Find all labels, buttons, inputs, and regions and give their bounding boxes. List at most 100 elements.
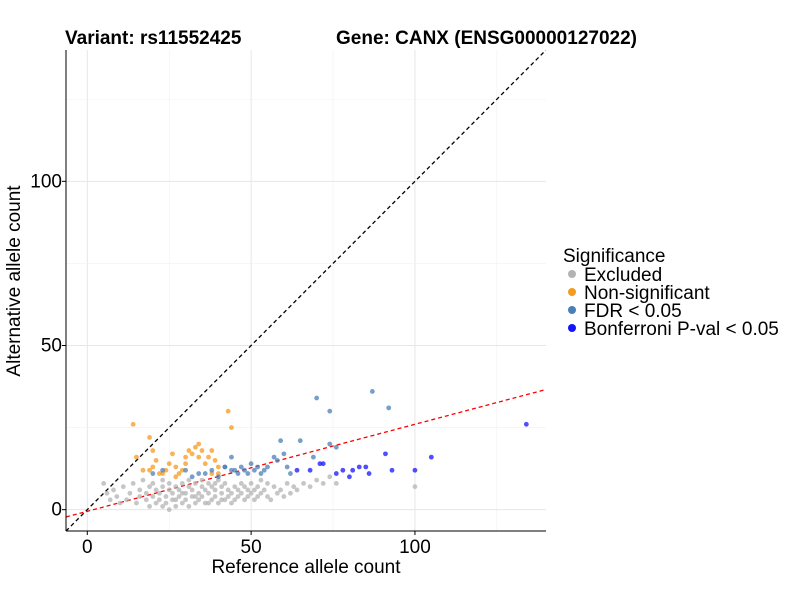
data-point bbox=[170, 451, 175, 457]
data-point bbox=[160, 471, 166, 476]
data-point bbox=[225, 408, 231, 414]
data-point bbox=[137, 494, 143, 499]
data-point bbox=[271, 454, 277, 460]
data-point bbox=[366, 471, 372, 476]
data-point bbox=[281, 494, 287, 499]
data-point bbox=[143, 497, 149, 503]
data-point bbox=[274, 458, 280, 463]
legend-label-1: Excluded bbox=[584, 265, 662, 286]
data-point bbox=[140, 467, 146, 473]
series-bonferroni-p-val-0-05 bbox=[294, 421, 529, 480]
data-point bbox=[310, 454, 316, 460]
data-point bbox=[347, 474, 352, 480]
x-tick-label: 0 bbox=[82, 537, 93, 558]
data-point bbox=[143, 490, 149, 496]
data-point bbox=[160, 477, 166, 483]
data-point bbox=[212, 480, 218, 486]
data-point bbox=[130, 421, 136, 427]
data-point bbox=[193, 494, 198, 499]
data-point bbox=[147, 484, 152, 490]
data-point bbox=[242, 497, 247, 503]
data-point bbox=[248, 461, 254, 467]
data-point bbox=[225, 494, 231, 499]
data-point bbox=[209, 471, 215, 476]
data-point bbox=[160, 467, 166, 473]
data-point bbox=[199, 484, 205, 490]
data-point bbox=[307, 467, 313, 473]
data-point bbox=[363, 464, 369, 470]
data-point bbox=[156, 497, 162, 503]
data-point bbox=[245, 471, 251, 476]
data-point bbox=[124, 497, 130, 503]
data-point bbox=[170, 490, 175, 496]
data-point bbox=[251, 497, 257, 503]
legend-label-4: Bonferroni P-val < 0.05 bbox=[584, 319, 779, 340]
data-point bbox=[235, 471, 241, 476]
data-point bbox=[209, 497, 215, 503]
x-axis-title: Reference allele count bbox=[211, 557, 401, 578]
data-point bbox=[176, 487, 182, 493]
data-point bbox=[383, 451, 388, 457]
data-point bbox=[202, 461, 208, 467]
data-point bbox=[251, 487, 257, 493]
data-point bbox=[163, 494, 169, 499]
data-point bbox=[111, 487, 116, 493]
data-point bbox=[173, 484, 179, 490]
reference-line-identity bbox=[66, 50, 546, 531]
y-tick-label: 0 bbox=[51, 500, 62, 521]
data-point bbox=[248, 490, 254, 496]
data-point bbox=[179, 480, 185, 486]
data-point bbox=[327, 408, 333, 414]
data-point bbox=[130, 480, 136, 486]
data-point bbox=[186, 477, 192, 483]
x-tick-label: 50 bbox=[241, 537, 262, 558]
data-point bbox=[212, 458, 218, 463]
data-point bbox=[219, 490, 225, 496]
data-point bbox=[340, 467, 346, 473]
data-point bbox=[176, 471, 182, 476]
chart-title-variant: Variant: rs11552425 bbox=[65, 28, 242, 49]
data-point bbox=[258, 471, 264, 476]
reference-lines bbox=[66, 50, 546, 531]
reference-line-fit bbox=[66, 388, 546, 518]
data-point bbox=[186, 503, 192, 509]
data-point bbox=[350, 467, 356, 473]
data-point bbox=[206, 454, 211, 460]
data-point bbox=[183, 461, 188, 467]
data-point bbox=[278, 487, 284, 493]
data-point bbox=[251, 467, 257, 473]
legend-key-4 bbox=[568, 324, 576, 332]
data-point bbox=[147, 503, 152, 509]
data-point bbox=[274, 490, 280, 496]
data-point bbox=[196, 490, 202, 496]
data-point bbox=[134, 500, 139, 506]
data-point bbox=[202, 487, 208, 493]
data-point bbox=[235, 487, 241, 493]
data-point bbox=[212, 487, 218, 493]
data-point bbox=[255, 494, 261, 499]
data-point bbox=[291, 484, 297, 490]
data-point bbox=[229, 467, 234, 473]
data-point bbox=[206, 480, 211, 486]
data-point bbox=[356, 464, 362, 470]
data-point bbox=[284, 480, 290, 486]
data-point bbox=[104, 490, 110, 496]
data-point bbox=[183, 497, 188, 503]
data-point bbox=[261, 467, 267, 473]
data-point bbox=[412, 484, 418, 490]
data-point bbox=[297, 438, 303, 444]
tick-labels: 0 50 100 0 50 100 bbox=[30, 171, 430, 558]
legend-label-3: FDR < 0.05 bbox=[584, 301, 682, 322]
data-point bbox=[202, 471, 208, 476]
data-point bbox=[245, 494, 251, 499]
data-point bbox=[215, 500, 221, 506]
series-fdr-0-05 bbox=[150, 389, 392, 480]
data-point bbox=[183, 454, 188, 460]
data-point bbox=[212, 494, 218, 499]
data-point bbox=[294, 467, 300, 473]
data-point bbox=[389, 467, 395, 473]
data-point bbox=[229, 490, 234, 496]
data-point bbox=[255, 464, 261, 470]
data-point bbox=[235, 494, 241, 499]
